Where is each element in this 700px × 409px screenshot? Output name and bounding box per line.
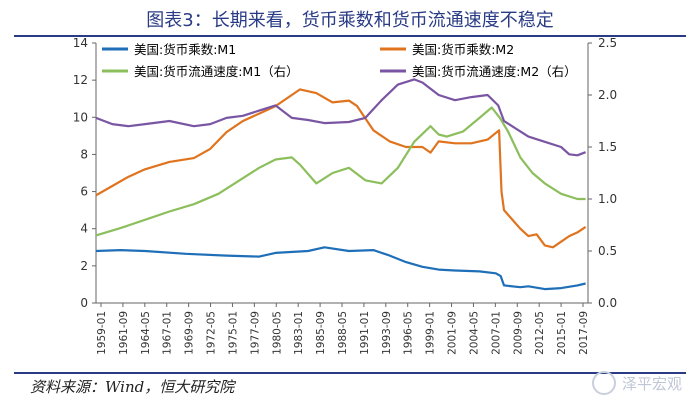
watermark: 泽平宏观 xyxy=(591,371,682,395)
y-left-tick-label: 10 xyxy=(73,110,88,124)
source-note: 资料来源：Wind，恒大研究院 xyxy=(30,378,235,396)
y-right-tick-label: 1.5 xyxy=(598,140,617,154)
series-line-2 xyxy=(95,88,587,249)
x-tick-label: 2004-05 xyxy=(468,311,480,355)
x-tick-label: 1967-01 xyxy=(162,311,174,355)
series-line-1 xyxy=(95,246,586,291)
y-right-tick-label: 2.5 xyxy=(598,36,617,50)
legend-label-1: 美国:货币乘数:M1 xyxy=(134,42,236,57)
x-tick-label: 1975-01 xyxy=(227,311,239,355)
y-right-tick-label: 2.0 xyxy=(598,88,617,102)
x-tick-label: 1991-01 xyxy=(359,311,371,355)
series-line-3 xyxy=(95,106,586,237)
y-right-tick-label: 1.0 xyxy=(598,192,617,206)
y-left-tick-label: 14 xyxy=(73,36,88,50)
x-tick-label: 1964-05 xyxy=(140,311,152,355)
y-left-tick-label: 8 xyxy=(80,147,88,161)
legend-label-3: 美国:货币流通速度:M1（右） xyxy=(134,64,299,79)
y-left-tick-label: 2 xyxy=(80,259,88,273)
x-tick-label: 1972-05 xyxy=(206,311,218,355)
x-tick-label: 2007-01 xyxy=(490,311,502,355)
x-tick-label: 2001-09 xyxy=(447,311,459,355)
source-rule xyxy=(14,372,686,374)
x-tick-label: 1993-09 xyxy=(381,311,393,355)
y-right-tick-label: 0.5 xyxy=(598,244,617,258)
chart-canvas: 0 2 4 6 8 10 12 14 0.0 0.5 1.0 1.5 2.0 2.5 1959-01 1961… xyxy=(73,36,617,355)
x-tick-label: 2017-09 xyxy=(578,311,590,355)
legend-label-4: 美国:货币流通速度:M2（右） xyxy=(412,64,577,79)
x-tick-label: 1961-09 xyxy=(118,311,130,355)
x-tick-label: 1959-01 xyxy=(96,311,108,355)
x-tick-label: 1983-01 xyxy=(293,311,305,355)
x-tick-label: 1980-05 xyxy=(271,311,283,355)
legend-label-2: 美国:货币乘数:M2 xyxy=(412,42,514,57)
y-left-tick-label: 4 xyxy=(80,222,88,236)
y-left-tick-label: 0 xyxy=(80,296,88,310)
x-tick-label: 1988-05 xyxy=(337,311,349,355)
x-tick-label: 1977-09 xyxy=(249,311,261,355)
x-tick-label: 1985-09 xyxy=(315,311,327,355)
y-left-tick-label: 12 xyxy=(73,73,88,87)
watermark-text: 泽平宏观 xyxy=(621,374,682,393)
x-tick-label: 2015-01 xyxy=(556,311,568,355)
wechat-icon xyxy=(591,371,616,395)
y-left-tick-label: 6 xyxy=(80,185,88,199)
x-tick-label: 2012-05 xyxy=(534,311,546,355)
x-tick-label: 1996-05 xyxy=(403,311,415,355)
x-tick-label: 1969-09 xyxy=(184,311,196,355)
title-rule xyxy=(14,35,686,37)
y-right-tick-label: 0.0 xyxy=(598,296,617,310)
x-tick-label: 1999-01 xyxy=(425,311,437,355)
series-line-4 xyxy=(95,78,586,157)
chart-title: 图表3：长期来看，货币乘数和货币流通速度不稳定 xyxy=(146,10,554,31)
x-tick-label: 2009-09 xyxy=(512,311,524,355)
